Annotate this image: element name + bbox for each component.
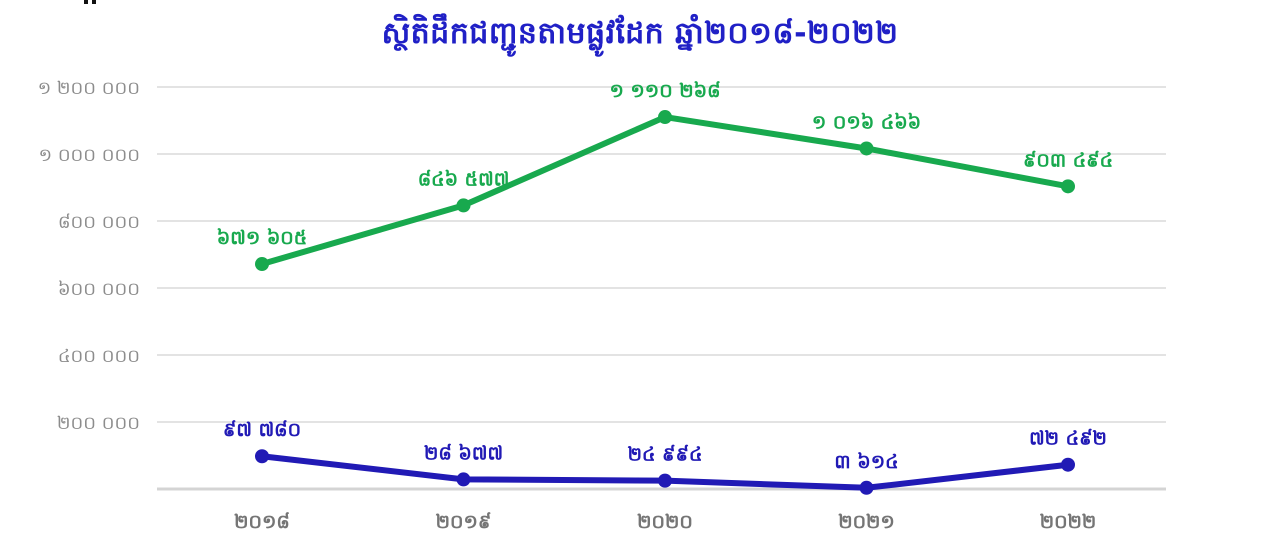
blue-series-point[interactable] bbox=[456, 472, 471, 487]
green-series-point[interactable] bbox=[658, 110, 672, 125]
green-series-point[interactable] bbox=[456, 198, 471, 213]
y-tick-label: ៦០០ ០០០ bbox=[58, 279, 140, 300]
top-edge-artifact bbox=[84, 0, 88, 4]
y-tick-label: ២០០ ០០០ bbox=[57, 413, 140, 434]
green-series-point[interactable] bbox=[1061, 179, 1075, 194]
y-tick-label: ៨០០ ០០០ bbox=[58, 212, 140, 233]
green-series-data-label: ៩០៣ ៤៩៤ bbox=[1023, 149, 1113, 171]
green-series-line bbox=[259, 114, 1071, 268]
green-series-data-label: ១ ១១០ ២៦៨ bbox=[609, 80, 720, 102]
blue-series-point[interactable] bbox=[255, 449, 269, 464]
y-tick-label: ១ ២០០ ០០០ bbox=[38, 78, 140, 99]
blue-series-data-label: ២៤ ៩៩៤ bbox=[628, 444, 703, 466]
x-tick-label: ២០២០ bbox=[637, 511, 693, 533]
x-tick-label: ២០១៩ bbox=[436, 511, 492, 533]
green-series-data-label: ១ ០១៦ ៤៦៦ bbox=[812, 111, 921, 133]
blue-series-data-label: ៩៧ ៧៨០ bbox=[223, 419, 301, 441]
green-series-point[interactable] bbox=[859, 141, 874, 156]
green-series-point[interactable] bbox=[255, 257, 269, 272]
y-tick-label: ៤០០ ០០០ bbox=[58, 346, 140, 367]
blue-series-point[interactable] bbox=[859, 480, 874, 495]
green-series-data-label: ៨៤៦ ៥៧៧ bbox=[418, 168, 510, 190]
chart-title: ស្ថិតិដឹកជញ្ជូនតាមផ្លូវដែក ឆ្នាំ២០១៨-២០២… bbox=[381, 16, 899, 51]
blue-series-data-label: ២៨ ៦៧៧ bbox=[424, 442, 503, 464]
y-tick-label: ១ ០០០ ០០០ bbox=[38, 145, 140, 166]
x-tick-label: ២០២១ bbox=[838, 511, 895, 533]
blue-series-data-label: ៧២ ៤៩២ bbox=[1029, 428, 1107, 450]
blue-series-data-label: ៣ ៦១៤ bbox=[834, 451, 898, 473]
green-series-data-label: ៦៧១ ៦០៥ bbox=[217, 227, 307, 249]
blue-series-point[interactable] bbox=[1061, 457, 1075, 472]
x-tick-label: ២០២២ bbox=[1040, 511, 1097, 533]
x-tick-label: ២០១៨ bbox=[234, 511, 290, 533]
blue-series-point[interactable] bbox=[658, 473, 672, 488]
